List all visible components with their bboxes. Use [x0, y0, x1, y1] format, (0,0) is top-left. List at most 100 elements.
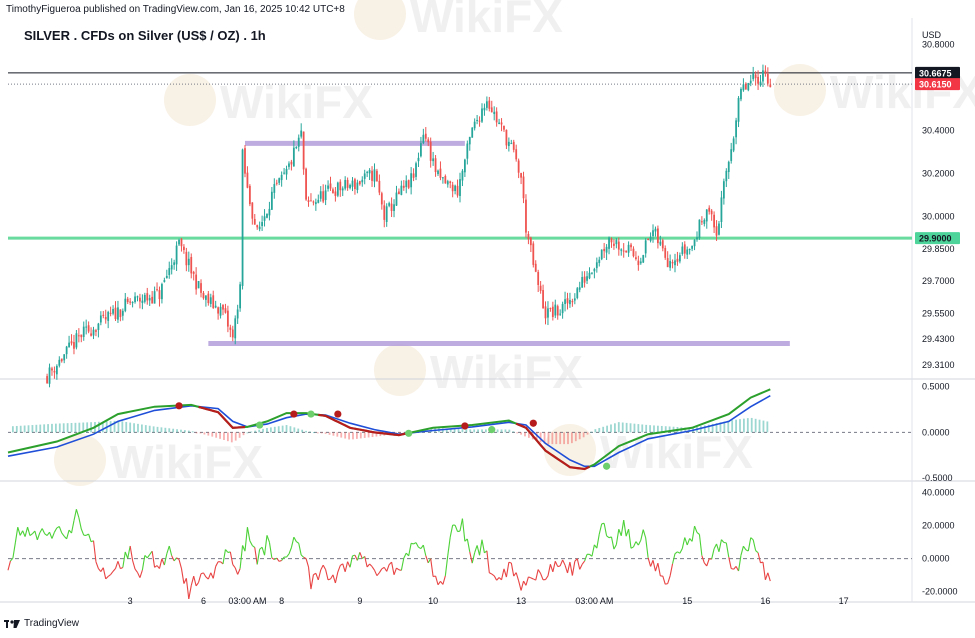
candle-body [551, 306, 554, 318]
oscillator-segment [146, 554, 151, 559]
oscillator-segment [606, 535, 610, 539]
oscillator-segment [442, 575, 446, 585]
oscillator-segment [486, 550, 490, 573]
candle-body [178, 239, 180, 245]
candle-body [261, 222, 263, 227]
oscillator-segment [733, 566, 737, 570]
price-pane[interactable] [8, 64, 912, 388]
oscillator-segment [158, 558, 163, 569]
oscillator-segment [518, 580, 522, 591]
macd-histogram-bar [477, 429, 479, 433]
oscillator-segment [752, 539, 757, 551]
macd-histogram-bar [269, 427, 272, 433]
macd-cross-marker [307, 410, 315, 418]
watermark-badge-icon [164, 74, 216, 126]
macd-histogram-bar [97, 421, 100, 433]
candle-body [727, 161, 730, 173]
candle-body [669, 261, 672, 268]
candle-body [48, 367, 51, 384]
candle-body [527, 234, 530, 240]
oscillator-segment [731, 567, 734, 570]
candle-body [637, 260, 640, 266]
currency-label: USD [922, 30, 942, 40]
oscillator-segment [178, 559, 183, 569]
candle-body [117, 307, 119, 320]
oscillator-segment [327, 578, 331, 581]
macd-histogram-bar [754, 418, 757, 433]
oscillator-segment [725, 542, 730, 558]
publish-credit: TimothyFigueroa published on TradingView… [6, 4, 345, 15]
candle-body [740, 88, 742, 100]
oscillator-segment [110, 571, 114, 575]
macd-histogram-bar [524, 432, 526, 437]
candle-body [446, 181, 449, 185]
candle-body [295, 146, 298, 149]
oscillator-segment [691, 525, 696, 542]
oscillator-segment [105, 576, 109, 580]
macd-histogram-bar [19, 425, 22, 433]
oscillator-segment [747, 537, 752, 552]
macd-histogram-bar [539, 432, 542, 443]
candle-body [561, 303, 564, 314]
oscillator-segment [686, 538, 691, 546]
macd-histogram-bar [254, 430, 257, 433]
macd-histogram-bar [328, 432, 331, 435]
candle-body [307, 200, 310, 202]
oscillator-segment [22, 530, 26, 537]
candle-body [412, 173, 415, 178]
candle-body [197, 281, 200, 289]
candle-body [639, 261, 642, 264]
macd-histogram-bar [70, 422, 73, 433]
oscillator-segment [528, 576, 532, 579]
candle-body [378, 180, 381, 193]
candle-body [55, 365, 58, 375]
macd-histogram-bar [348, 432, 350, 440]
oscillator-segment [352, 554, 356, 557]
candle-body [270, 191, 273, 210]
candle-body [202, 292, 205, 299]
candle-body [285, 168, 288, 175]
macd-histogram-bar [610, 424, 612, 433]
candle-body [314, 202, 317, 205]
macd-histogram-bar [520, 432, 522, 435]
macd-histogram-bar [223, 432, 225, 440]
oscillator-segment [80, 528, 85, 536]
macd-histogram-bar [700, 426, 702, 433]
candle-body [222, 304, 224, 310]
macd-histogram-bar [594, 429, 597, 433]
oscillator-segment [210, 572, 214, 579]
candle-body [319, 191, 322, 199]
oscillator-pane[interactable] [7, 509, 912, 600]
candle-body [53, 370, 56, 373]
oscillator-segment [449, 524, 454, 538]
oscillator-axis-tick: 40.0000 [922, 487, 955, 497]
macd-histogram-bar [645, 424, 648, 433]
candle-body [522, 176, 525, 199]
macd-histogram-bar [58, 423, 61, 433]
oscillator-segment [215, 561, 219, 567]
oscillator-segment [386, 564, 390, 572]
oscillator-segment [652, 560, 656, 572]
oscillator-segment [342, 563, 346, 572]
candle-body [205, 295, 207, 300]
oscillator-segment [418, 546, 422, 550]
macd-histogram-bar [176, 429, 178, 433]
oscillator-segment [525, 576, 529, 586]
candle-body [180, 238, 183, 247]
candle-body [515, 149, 518, 160]
oscillator-segment [694, 525, 698, 533]
macd-histogram-bar [43, 424, 46, 433]
oscillator-segment [654, 562, 659, 572]
oscillator-segment [603, 523, 608, 536]
macd-pane[interactable] [7, 388, 912, 471]
watermark-text: WikiFX [410, 0, 563, 42]
oscillator-segment [359, 552, 363, 559]
oscillator-segment [7, 560, 11, 571]
oscillator-segment [249, 540, 253, 546]
oscillator-segment [136, 572, 141, 578]
macd-histogram-bar [641, 424, 644, 433]
macd-histogram-bar [258, 429, 261, 433]
tradingview-logo[interactable]: TradingView [4, 618, 79, 629]
